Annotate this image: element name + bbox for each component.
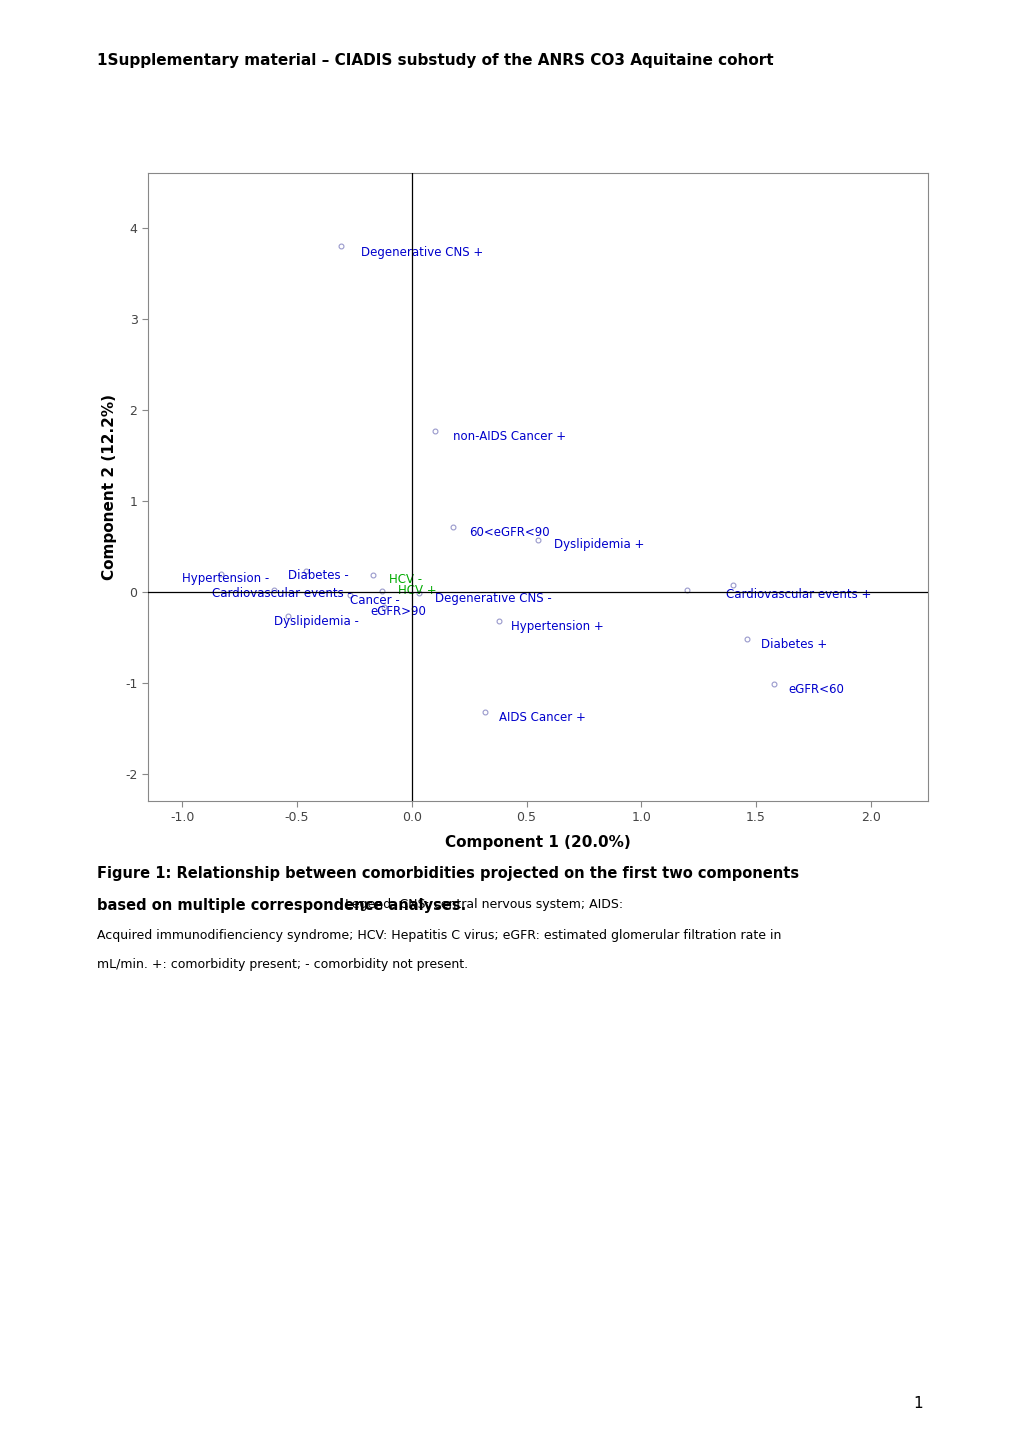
Text: 1Supplementary material – CIADIS substudy of the ANRS CO3 Aquitaine cohort: 1Supplementary material – CIADIS substud… xyxy=(97,53,772,68)
Text: HCV +: HCV + xyxy=(397,584,436,597)
Text: 1: 1 xyxy=(913,1397,922,1411)
Text: based on multiple correspondence analyses.: based on multiple correspondence analyse… xyxy=(97,898,466,912)
X-axis label: Component 1 (20.0%): Component 1 (20.0%) xyxy=(444,835,631,850)
Text: Dyslipidemia -: Dyslipidemia - xyxy=(274,615,359,628)
Text: Diabetes +: Diabetes + xyxy=(760,638,826,651)
Text: eGFR>90: eGFR>90 xyxy=(370,605,426,618)
Text: Degenerative CNS -: Degenerative CNS - xyxy=(434,593,551,606)
Text: Legend: CNS: central nervous system; AIDS:: Legend: CNS: central nervous system; AID… xyxy=(97,898,623,911)
Text: Cardiovascular events +: Cardiovascular events + xyxy=(726,587,871,600)
Text: Cardiovascular events -: Cardiovascular events - xyxy=(212,587,352,600)
Text: mL/min. +: comorbidity present; - comorbidity not present.: mL/min. +: comorbidity present; - comorb… xyxy=(97,958,468,971)
Text: Acquired immunodifienciency syndrome; HCV: Hepatitis C virus; eGFR: estimated gl: Acquired immunodifienciency syndrome; HC… xyxy=(97,929,781,942)
Text: Dyslipidemia +: Dyslipidemia + xyxy=(553,538,644,551)
Text: 60<eGFR<90: 60<eGFR<90 xyxy=(469,527,549,540)
Text: Degenerative CNS +: Degenerative CNS + xyxy=(361,245,483,258)
Text: Diabetes -: Diabetes - xyxy=(287,569,348,582)
Y-axis label: Component 2 (12.2%): Component 2 (12.2%) xyxy=(102,394,116,580)
Text: Hypertension -: Hypertension - xyxy=(182,573,269,586)
Text: Hypertension +: Hypertension + xyxy=(511,619,602,632)
Text: HCV -: HCV - xyxy=(388,573,422,586)
Text: Figure 1: Relationship between comorbidities projected on the first two componen: Figure 1: Relationship between comorbidi… xyxy=(97,866,798,880)
Text: eGFR<60: eGFR<60 xyxy=(788,684,844,697)
Text: AIDS Cancer +: AIDS Cancer + xyxy=(498,710,585,724)
Text: non-AIDS Cancer +: non-AIDS Cancer + xyxy=(452,430,566,443)
Text: Cancer -: Cancer - xyxy=(350,595,399,608)
